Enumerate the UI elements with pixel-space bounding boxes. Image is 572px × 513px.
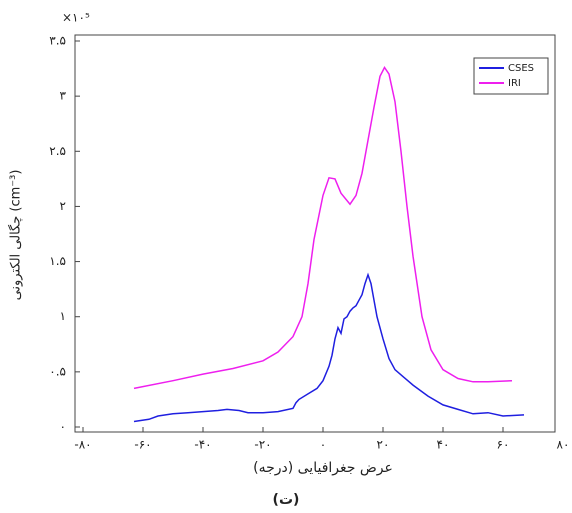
legend-label: CSES <box>508 63 534 74</box>
legend-label: IRI <box>508 78 521 89</box>
x-tick-label: -۴۰ <box>194 438 211 452</box>
x-tick-label: -۸۰ <box>74 438 91 452</box>
y-tick-label: ۱.۵ <box>49 254 66 268</box>
x-tick-label: -۶۰ <box>134 438 151 452</box>
x-tick-label: -۲۰ <box>254 438 271 452</box>
y-tick-label: ۳ <box>60 89 67 103</box>
x-tick-label: ۴۰ <box>437 438 450 452</box>
y-tick-label: ۲.۵ <box>49 144 66 158</box>
x-tick-label: ۰ <box>320 438 326 452</box>
data-line <box>133 272 525 423</box>
x-tick-label: ۲۰ <box>377 438 390 452</box>
caption: (ت) <box>273 492 300 508</box>
y-tick-label: ۰.۵ <box>49 364 66 378</box>
y-axis-label: چگالی الکترونی (cm⁻³) <box>8 170 24 301</box>
y-tick-label: ۰ <box>60 420 66 434</box>
y-tick-label: ۱ <box>60 309 66 323</box>
data-line <box>133 66 513 390</box>
x-tick-label: ۶۰ <box>497 438 510 452</box>
y-tick-label: ۲ <box>60 199 66 213</box>
x-axis-label: عرض جغرافیایی (درجه) <box>253 460 393 476</box>
axis-multiplier: ×۱۰⁵ <box>62 11 90 25</box>
y-tick-label: ۳.۵ <box>49 34 66 48</box>
plot-frame <box>74 34 556 433</box>
x-tick-label: ۸۰ <box>557 438 570 452</box>
legend-box <box>473 57 549 95</box>
